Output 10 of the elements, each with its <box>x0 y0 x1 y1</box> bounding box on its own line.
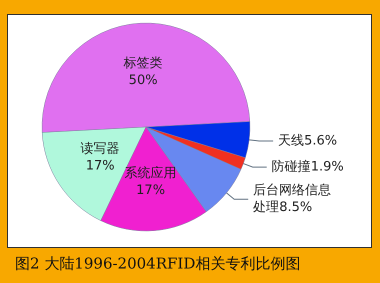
slice-label: 防碰撞1.9% <box>272 160 344 175</box>
slice-label: 系统应用 <box>124 164 177 181</box>
data-label: 17% <box>86 158 115 174</box>
data-label: 17% <box>136 182 166 198</box>
text: 图2 大陆1996-2004RFID相关专利比例图 <box>15 254 300 272</box>
data-label: 50% <box>128 73 158 88</box>
slice-label: 读写器 <box>80 141 120 156</box>
slice-label: 标签类 <box>122 56 163 72</box>
slice-label: 后台网络信息处理8.5% <box>253 183 332 216</box>
slice-label: 天线5.6% <box>278 134 338 149</box>
